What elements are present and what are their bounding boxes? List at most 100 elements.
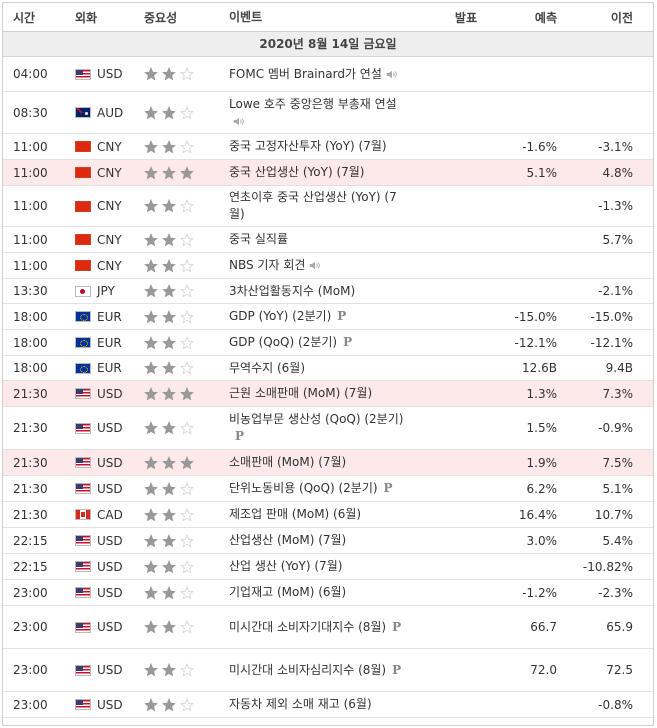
event-title[interactable]: 중국 실직률 — [229, 232, 289, 246]
event-row[interactable]: 23:00 USD 미시간대 소비자심리지수 (8월) P 72.0 72.5 — [3, 649, 653, 692]
event-name[interactable]: 소매판매 (MoM) (7월) — [229, 454, 409, 471]
col-forecast[interactable]: 예측 — [534, 10, 557, 25]
event-row[interactable]: 11:00 CNY 중국 고정자산투자 (YoY) (7월) -1.6% -3.1% — [3, 134, 653, 160]
event-title[interactable]: 중국 고정자산투자 (YoY) (7월) — [229, 139, 387, 153]
col-time[interactable]: 시간 — [13, 10, 36, 25]
event-title[interactable]: GDP (QoQ) (2분기) — [229, 335, 338, 349]
event-name[interactable]: 기업재고 (MoM) (6월) — [229, 584, 409, 601]
event-title[interactable]: 비농업부문 생산성 (QoQ) (2분기) — [229, 412, 404, 426]
currency-cell: CNY — [75, 259, 141, 273]
event-title[interactable]: 미시간대 소비자심리지수 (8월) — [229, 662, 387, 677]
event-name[interactable]: 중국 산업생산 (YoY) (7월) — [229, 164, 409, 181]
event-title[interactable]: NBS 기자 회견 — [229, 258, 306, 272]
star-empty-icon — [180, 139, 194, 153]
event-title[interactable]: 3차산업활동지수 (MoM) — [229, 283, 356, 298]
event-row[interactable]: 21:30 USD 단위노동비용 (QoQ) (2분기) P 6.2% 5.1% — [3, 476, 653, 502]
event-row[interactable]: 18:00 EUR GDP (YoY) (2분기) P -15.0% -15.0% — [3, 304, 653, 330]
speaker-icon[interactable] — [233, 116, 245, 127]
currency-code: CAD — [97, 507, 123, 522]
event-title[interactable]: Lowe 호주 중앙은행 부총재 연설 — [229, 96, 397, 111]
currency-code: CNY — [97, 258, 122, 273]
event-row[interactable]: 11:00 CNY 중국 산업생산 (YoY) (7월) 5.1% 4.8% — [3, 160, 653, 186]
event-title[interactable]: 산업생산 (MoM) (7월) — [229, 533, 347, 547]
col-previous[interactable]: 이전 — [610, 10, 633, 25]
event-row[interactable]: 08:30 AUD Lowe 호주 중앙은행 부총재 연설 — [3, 92, 653, 134]
currency-cell: CAD — [75, 508, 141, 522]
event-name[interactable]: 3차산업활동지수 (MoM) — [229, 283, 409, 300]
currency-code: USD — [97, 533, 123, 548]
currency-code: AUD — [97, 105, 124, 120]
event-row[interactable]: 11:00 CNY 연초이후 중국 산업생산 (YoY) (7월) -1.3% — [3, 186, 653, 227]
event-row[interactable]: 23:00 USD 자동차 제외 소매 재고 (6월) -0.8% — [3, 692, 653, 718]
event-title[interactable]: 자동차 제외 소매 재고 (6월) — [229, 697, 372, 711]
star-filled-icon — [144, 284, 158, 298]
event-name[interactable]: 중국 고정자산투자 (YoY) (7월) — [229, 138, 409, 155]
cn-flag-icon — [75, 260, 91, 271]
event-row[interactable]: 18:00 EUR 무역수지 (6월) 12.6B 9.4B — [3, 356, 653, 381]
event-title[interactable]: FOMC 멤버 Brainard가 연설 — [229, 66, 382, 81]
event-row[interactable]: 23:00 USD 미시간대 소비자기대지수 (8월) P 66.7 65.9 — [3, 606, 653, 649]
event-name[interactable]: FOMC 멤버 Brainard가 연설 — [229, 66, 409, 83]
speaker-icon[interactable] — [386, 69, 398, 80]
event-row[interactable]: 23:00 USD 기업재고 (MoM) (6월) -1.2% -2.3% — [3, 580, 653, 606]
event-row[interactable]: 22:15 USD 산업 생산 (YoY) (7월) -10.82% — [3, 554, 653, 580]
event-name[interactable]: GDP (YoY) (2분기) P — [229, 308, 409, 325]
event-row[interactable]: 18:00 EUR GDP (QoQ) (2분기) P -12.1% -12.1% — [3, 330, 653, 356]
event-name[interactable]: 제조업 판매 (MoM) (6월) — [229, 506, 409, 523]
event-name[interactable]: 무역수지 (6월) — [229, 360, 409, 377]
star-filled-icon — [162, 309, 176, 323]
col-importance[interactable]: 중요성 — [144, 10, 178, 25]
currency-code: USD — [97, 481, 123, 496]
event-name[interactable]: 중국 실직률 — [229, 231, 409, 248]
col-event[interactable]: 이벤트 — [229, 9, 263, 24]
event-row[interactable]: 11:00 CNY 중국 실직률 5.7% — [3, 227, 653, 253]
importance-stars — [141, 361, 229, 375]
col-actual[interactable]: 발표 — [454, 10, 477, 25]
preliminary-icon: P — [337, 309, 347, 323]
us-flag-icon — [75, 664, 91, 676]
event-title[interactable]: 소매판매 (MoM) (7월) — [229, 455, 347, 469]
star-filled-icon — [162, 139, 176, 153]
currency-cell: CNY — [75, 166, 141, 180]
currency-code: USD — [97, 620, 123, 634]
event-name[interactable]: 단위노동비용 (QoQ) (2분기) P — [229, 480, 409, 497]
previous-value: -0.8% — [598, 697, 633, 712]
event-row[interactable]: 22:15 USD 산업생산 (MoM) (7월) 3.0% 5.4% — [3, 528, 653, 554]
event-name[interactable]: 연초이후 중국 산업생산 (YoY) (7월) — [229, 189, 409, 223]
event-title[interactable]: 미시간대 소비자기대지수 (8월) — [229, 619, 387, 634]
speaker-icon[interactable] — [309, 260, 321, 271]
event-name[interactable]: 산업 생산 (YoY) (7월) — [229, 558, 409, 575]
us-flag-icon — [75, 621, 91, 633]
event-row[interactable]: 04:00 USD FOMC 멤버 Brainard가 연설 — [3, 57, 653, 92]
event-name[interactable]: NBS 기자 회견 — [229, 257, 409, 274]
event-row[interactable]: 21:30 USD 근원 소매판매 (MoM) (7월) 1.3% 7.3% — [3, 381, 653, 407]
event-name[interactable]: 근원 소매판매 (MoM) (7월) — [229, 385, 409, 402]
event-name[interactable]: 미시간대 소비자기대지수 (8월) P — [229, 619, 409, 636]
currency-cell: CNY — [75, 233, 141, 247]
event-row[interactable]: 21:30 USD 소매판매 (MoM) (7월) 1.9% 7.5% — [3, 450, 653, 476]
forecast-value: -15.0% — [514, 309, 557, 324]
event-title[interactable]: 기업재고 (MoM) (6월) — [229, 585, 347, 599]
event-name[interactable]: 비농업부문 생산성 (QoQ) (2분기) P — [229, 411, 409, 445]
event-name[interactable]: 미시간대 소비자심리지수 (8월) P — [229, 662, 409, 679]
event-name[interactable]: GDP (QoQ) (2분기) P — [229, 334, 409, 351]
event-name[interactable]: 자동차 제외 소매 재고 (6월) — [229, 696, 409, 713]
event-title[interactable]: 근원 소매판매 (MoM) (7월) — [229, 386, 373, 400]
event-title[interactable]: 연초이후 중국 산업생산 (YoY) (7월) — [229, 190, 397, 221]
event-name[interactable]: Lowe 호주 중앙은행 부총재 연설 — [229, 96, 409, 130]
event-row[interactable]: 21:30 USD 비농업부문 생산성 (QoQ) (2분기) P 1.5% -0.9% — [3, 407, 653, 450]
currency-cell: USD — [75, 663, 141, 677]
event-row[interactable]: 21:30 CAD 제조업 판매 (MoM) (6월) 16.4% 10.7% — [3, 502, 653, 528]
event-title[interactable]: 무역수지 (6월) — [229, 360, 306, 375]
event-name[interactable]: 산업생산 (MoM) (7월) — [229, 532, 409, 549]
event-time: 22:15 — [13, 533, 48, 548]
event-title[interactable]: GDP (YoY) (2분기) — [229, 309, 332, 323]
event-row[interactable]: 13:30 JPY 3차산업활동지수 (MoM) -2.1% — [3, 279, 653, 304]
event-row[interactable]: 11:00 CNY NBS 기자 회견 — [3, 253, 653, 279]
event-title[interactable]: 산업 생산 (YoY) (7월) — [229, 559, 343, 573]
currency-code: USD — [97, 455, 123, 470]
col-currency[interactable]: 외화 — [75, 10, 98, 25]
event-title[interactable]: 제조업 판매 (MoM) (6월) — [229, 507, 362, 521]
event-title[interactable]: 단위노동비용 (QoQ) (2분기) — [229, 481, 378, 495]
event-title[interactable]: 중국 산업생산 (YoY) (7월) — [229, 165, 365, 179]
